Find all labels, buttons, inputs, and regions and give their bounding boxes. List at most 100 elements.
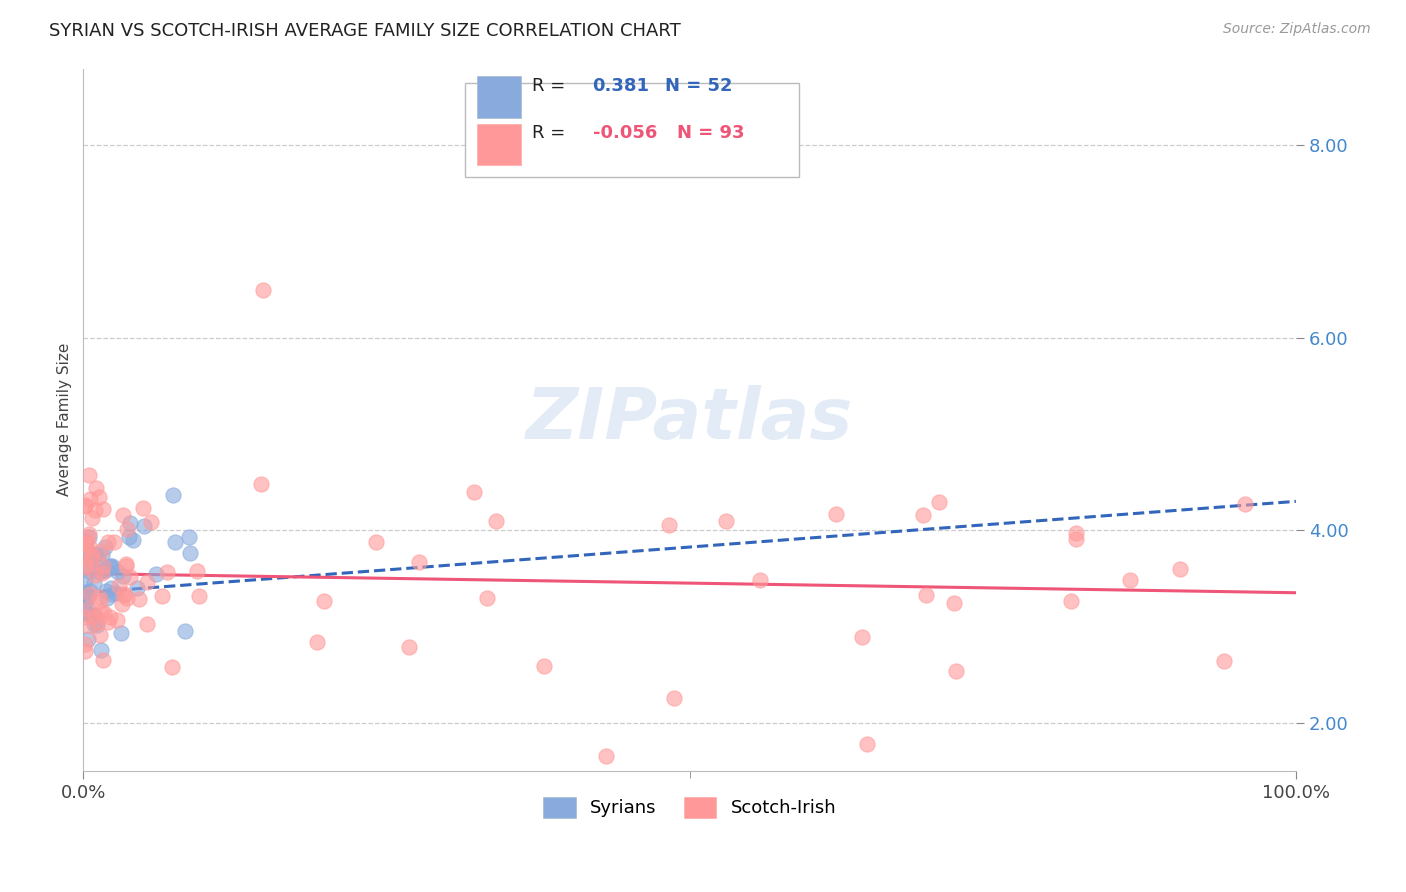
Point <box>314 594 336 608</box>
Point <box>110 626 132 640</box>
Point <box>115 559 138 574</box>
Point <box>1119 573 1142 587</box>
Point <box>94 584 117 599</box>
Point <box>83 547 105 561</box>
Point <box>117 530 139 544</box>
Point <box>160 660 183 674</box>
Point <box>928 494 950 508</box>
Point <box>91 502 114 516</box>
Point <box>90 549 112 563</box>
Point <box>105 585 128 599</box>
Point <box>83 576 105 591</box>
Point <box>912 508 935 522</box>
Point <box>73 573 96 587</box>
Point <box>80 553 103 567</box>
Point <box>76 529 98 543</box>
FancyBboxPatch shape <box>478 76 522 118</box>
Point <box>1064 525 1087 540</box>
Point <box>91 652 114 666</box>
Point <box>75 543 97 558</box>
Point <box>945 664 967 678</box>
Point <box>150 589 173 603</box>
Point <box>943 596 966 610</box>
Point <box>73 558 96 572</box>
Point <box>77 526 100 541</box>
Point <box>83 568 105 582</box>
Point <box>188 589 211 603</box>
Point <box>145 566 167 581</box>
Point <box>112 588 135 602</box>
Point <box>103 534 125 549</box>
Point <box>89 594 111 608</box>
Point <box>79 550 101 565</box>
Point <box>107 565 129 579</box>
Text: N = 93: N = 93 <box>678 125 745 143</box>
Point <box>101 587 124 601</box>
Point <box>76 589 98 603</box>
Text: 0.381: 0.381 <box>592 77 650 95</box>
Point <box>93 607 115 621</box>
Point <box>105 614 128 628</box>
Point <box>117 522 139 536</box>
Point <box>122 533 145 547</box>
Point <box>89 628 111 642</box>
Point <box>100 582 122 596</box>
Point <box>186 564 208 578</box>
Point <box>79 491 101 506</box>
Point <box>84 503 107 517</box>
Point <box>162 488 184 502</box>
Point <box>91 566 114 580</box>
Point <box>662 691 685 706</box>
Point <box>93 563 115 577</box>
Point <box>75 599 97 614</box>
Point <box>100 559 122 574</box>
Text: ZIPatlas: ZIPatlas <box>526 385 853 454</box>
Point <box>86 618 108 632</box>
Point <box>1066 532 1088 546</box>
Point <box>83 607 105 622</box>
Point <box>658 517 681 532</box>
Point <box>100 558 122 573</box>
Point <box>114 558 136 572</box>
Text: SYRIAN VS SCOTCH-IRISH AVERAGE FAMILY SIZE CORRELATION CHART: SYRIAN VS SCOTCH-IRISH AVERAGE FAMILY SI… <box>49 22 681 40</box>
Point <box>79 547 101 561</box>
Point <box>305 635 328 649</box>
Point <box>79 587 101 601</box>
Point <box>533 659 555 673</box>
Point <box>252 283 274 297</box>
Point <box>83 617 105 632</box>
Point <box>1213 655 1236 669</box>
Point <box>118 516 141 531</box>
Point <box>76 591 98 605</box>
Point <box>134 519 156 533</box>
Point <box>73 499 96 513</box>
Point <box>83 609 105 624</box>
Point <box>851 630 873 644</box>
Point <box>79 565 101 579</box>
Point <box>86 553 108 567</box>
Point <box>80 549 103 563</box>
Point <box>75 560 97 574</box>
Point <box>112 569 135 583</box>
Point <box>98 610 121 624</box>
Point <box>595 749 617 764</box>
Point <box>915 588 938 602</box>
Point <box>141 515 163 529</box>
Point <box>749 573 772 587</box>
Point <box>112 508 135 522</box>
Point <box>485 514 508 528</box>
Point <box>89 565 111 579</box>
Point <box>84 481 107 495</box>
Point <box>1060 594 1083 608</box>
Point <box>90 643 112 657</box>
Point <box>136 616 159 631</box>
Point <box>825 507 848 521</box>
Point <box>179 546 201 560</box>
Point <box>408 555 430 569</box>
Text: Source: ZipAtlas.com: Source: ZipAtlas.com <box>1223 22 1371 37</box>
Point <box>73 500 96 514</box>
Point <box>80 511 103 525</box>
Point <box>77 539 100 553</box>
Point <box>90 544 112 558</box>
Point <box>73 534 96 549</box>
